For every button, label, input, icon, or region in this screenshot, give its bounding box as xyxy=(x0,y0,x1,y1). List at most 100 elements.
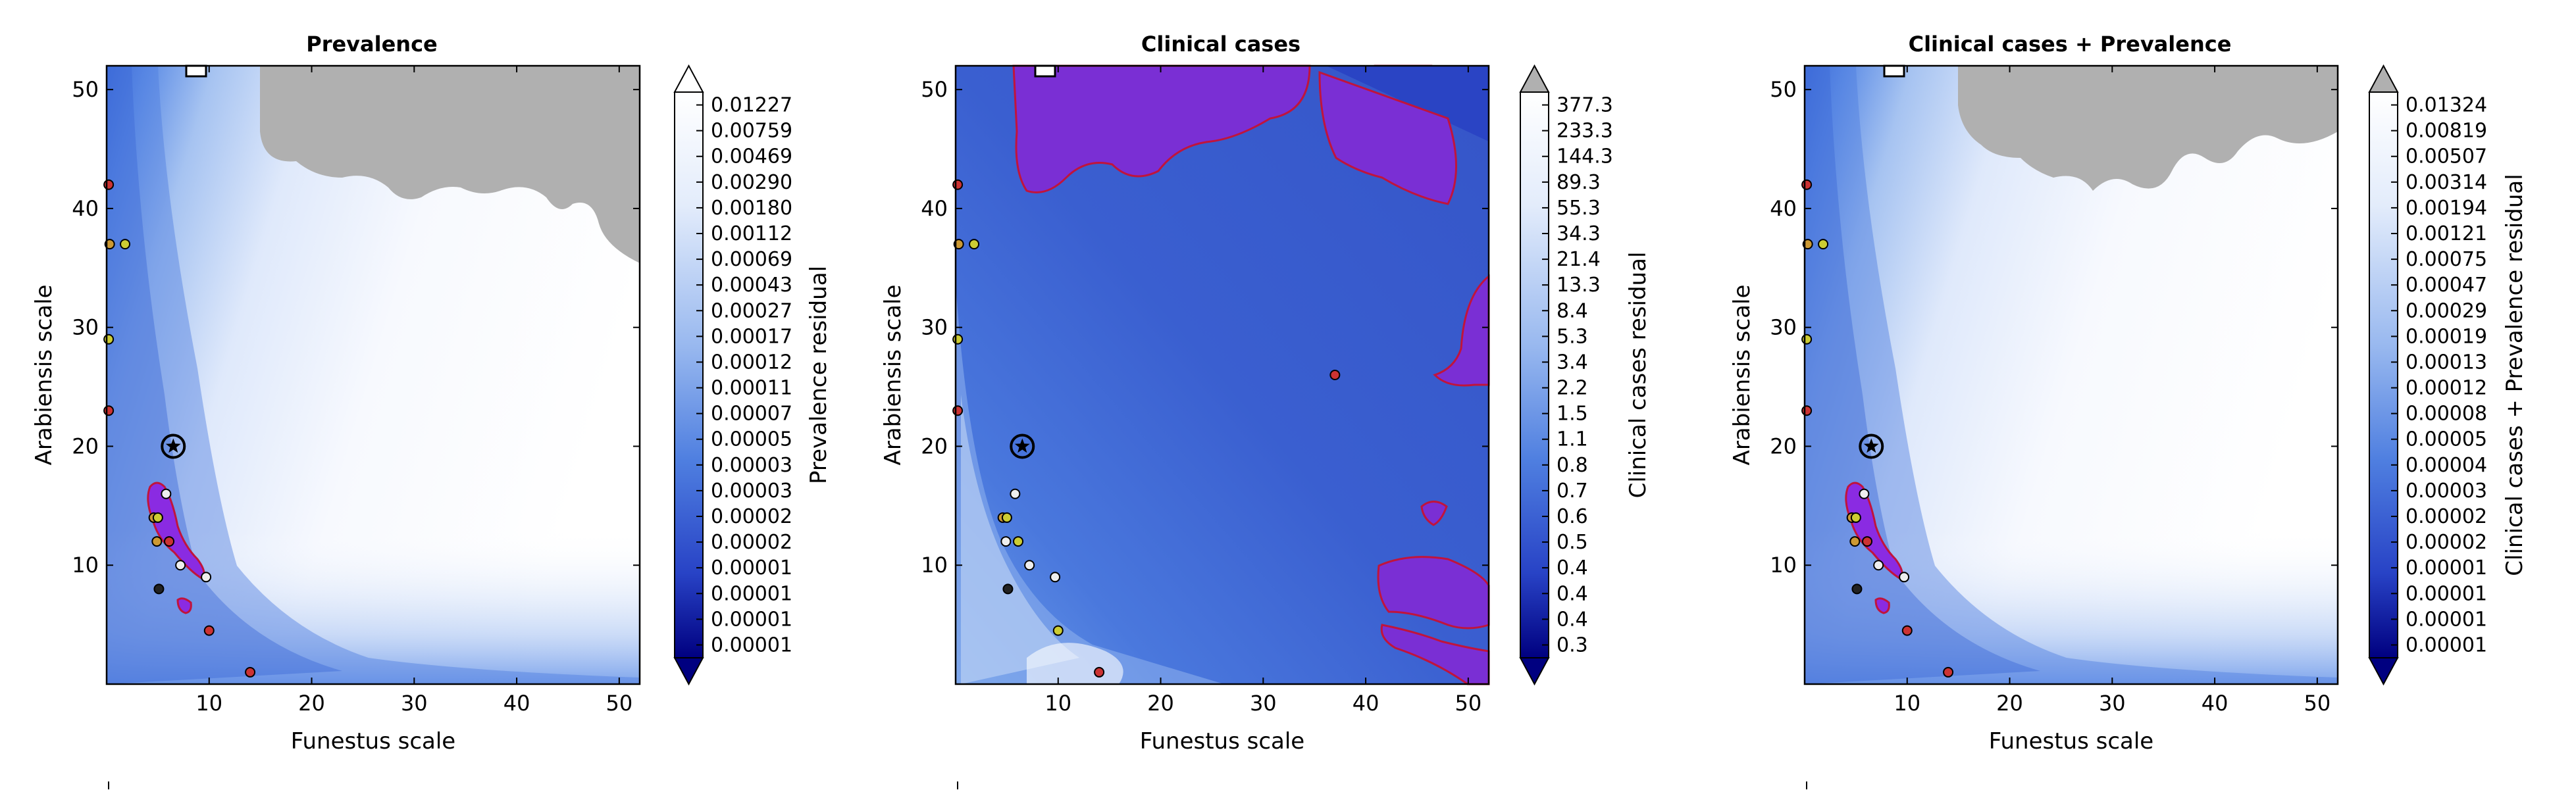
contour-region xyxy=(1874,597,1890,614)
y-tick-label: 40 xyxy=(921,196,948,221)
data-point xyxy=(952,405,964,416)
y-axis-ticks: 10 20 30 40 50 xyxy=(1770,77,2338,578)
prevalence-panel: Prevalence 10 20 30 40 50 10 20 30 40 50 Funestu… xyxy=(31,32,832,755)
star-ring xyxy=(1010,433,1035,459)
colorbar-tick-label: 0.00001 xyxy=(711,557,792,580)
x-tick-label: 50 xyxy=(1455,691,1481,716)
colorbar-tick-label: 0.00180 xyxy=(711,197,792,220)
colorbar-tick-label: 13.3 xyxy=(1557,274,1601,297)
contour-region xyxy=(1377,556,1490,630)
x-tick-label: 40 xyxy=(503,691,530,716)
colorbar-tick-label: 0.00017 xyxy=(711,325,792,348)
colorbar-label: Clinical cases + Prevalence residual xyxy=(2502,174,2528,576)
x-tick-label: 20 xyxy=(1996,691,2023,716)
data-point xyxy=(103,179,115,190)
colorbar-tick-label: 0.00029 xyxy=(2406,299,2487,322)
data-point xyxy=(1901,625,1913,636)
colorbar-tick-label: 0.00007 xyxy=(711,403,792,426)
colorbar-tick-label: 0.00001 xyxy=(2406,608,2487,631)
star-icon xyxy=(1014,438,1030,453)
star-ring xyxy=(1859,433,1884,459)
data-point xyxy=(1013,536,1024,547)
y-tick-label: 10 xyxy=(72,553,99,578)
heatmap-low-band xyxy=(107,66,640,684)
y-axis-ticks: 10 20 30 40 50 xyxy=(921,77,1489,578)
x-axis-ticks: 10 20 30 40 50 xyxy=(1893,66,2331,716)
data-point xyxy=(1862,536,1873,547)
chart-title: Prevalence xyxy=(306,32,438,57)
data-point xyxy=(1024,560,1035,571)
colorbar-tick-label: 0.00001 xyxy=(711,582,792,605)
data-point xyxy=(1873,560,1884,571)
colorbar-body xyxy=(1520,91,1549,658)
data-point xyxy=(1801,334,1813,345)
y-tick-label: 40 xyxy=(72,196,99,221)
x-tick-label: 10 xyxy=(195,691,222,716)
x-tick-label: 40 xyxy=(2202,691,2228,716)
data-point xyxy=(1849,536,1861,547)
data-point xyxy=(203,625,215,636)
colorbar-tick-label: 0.00013 xyxy=(2406,351,2487,374)
colorbar-tick-label: 0.00069 xyxy=(711,248,792,271)
axis-marker-box xyxy=(1883,64,1905,78)
colorbar-tick-label: 0.00075 xyxy=(2406,248,2487,271)
x-axis-ticks: 10 20 30 40 50 xyxy=(195,66,632,716)
data-point xyxy=(1899,572,1910,583)
colorbar-tick-label: 0.00001 xyxy=(2406,633,2487,656)
colorbar-tick-label: 0.5 xyxy=(1557,531,1588,554)
data-point xyxy=(152,512,163,523)
y-tick-label: 20 xyxy=(1770,433,1797,458)
x-tick-label: 20 xyxy=(1147,691,1174,716)
data-point xyxy=(151,536,163,547)
data-point xyxy=(952,179,964,190)
colorbar-tick-label: 0.00012 xyxy=(2406,377,2487,400)
plot-area xyxy=(1801,64,2339,685)
colorbar-tick-label: 0.00001 xyxy=(711,633,792,656)
masked-region xyxy=(260,66,640,263)
y-tick-label: 10 xyxy=(1770,553,1797,578)
colorbar-tick-label: 0.00003 xyxy=(2406,480,2487,503)
colorbar-tick-label: 0.00012 xyxy=(711,351,792,374)
colorbar-tick-label: 0.00819 xyxy=(2406,120,2487,143)
data-point xyxy=(1010,488,1021,499)
colorbar-tick-label: 0.00008 xyxy=(2406,403,2487,426)
colorbar-label: Prevalence residual xyxy=(806,266,832,484)
star-icon xyxy=(1863,438,1879,453)
y-axis-label: Arabiensis scale xyxy=(1729,285,1755,466)
heatmap-lightest-band xyxy=(961,395,1079,684)
colorbar-tick-label: 0.01227 xyxy=(711,94,792,117)
data-point xyxy=(161,488,172,499)
points xyxy=(1801,179,1954,678)
colorbar-tick-label: 0.00004 xyxy=(2406,454,2487,477)
y-tick-label: 10 xyxy=(921,553,948,578)
x-axis-label: Funestus scale xyxy=(1140,728,1304,755)
x-tick-label: 30 xyxy=(1250,691,1277,716)
colorbar-tick-label: 0.4 xyxy=(1557,582,1588,605)
y-tick-label: 30 xyxy=(921,315,948,340)
colorbar-tick-label: 0.00027 xyxy=(711,299,792,322)
star-marker xyxy=(1859,433,1884,459)
data-point xyxy=(1050,572,1061,583)
data-point xyxy=(1052,625,1064,636)
colorbar-body xyxy=(674,91,704,658)
data-point xyxy=(969,239,980,250)
colorbar-tick-label: 0.00121 xyxy=(2406,222,2487,245)
data-point xyxy=(1943,666,1954,678)
y-tick-label: 30 xyxy=(72,315,99,340)
x-axis-ticks: 10 20 30 40 50 xyxy=(1044,66,1481,716)
x-tick-label: 30 xyxy=(401,691,428,716)
plot-area xyxy=(952,64,1490,685)
data-point xyxy=(1000,536,1012,547)
colorbar-tick-label: 0.00003 xyxy=(711,480,792,503)
data-point xyxy=(1094,666,1105,678)
data-point xyxy=(1851,583,1863,595)
colorbar-tick-label: 0.00194 xyxy=(2406,197,2487,220)
x-tick-label: 50 xyxy=(605,691,632,716)
data-point xyxy=(1801,405,1813,416)
colorbar-tick-label: 0.00003 xyxy=(711,454,792,477)
data-point xyxy=(120,239,131,250)
